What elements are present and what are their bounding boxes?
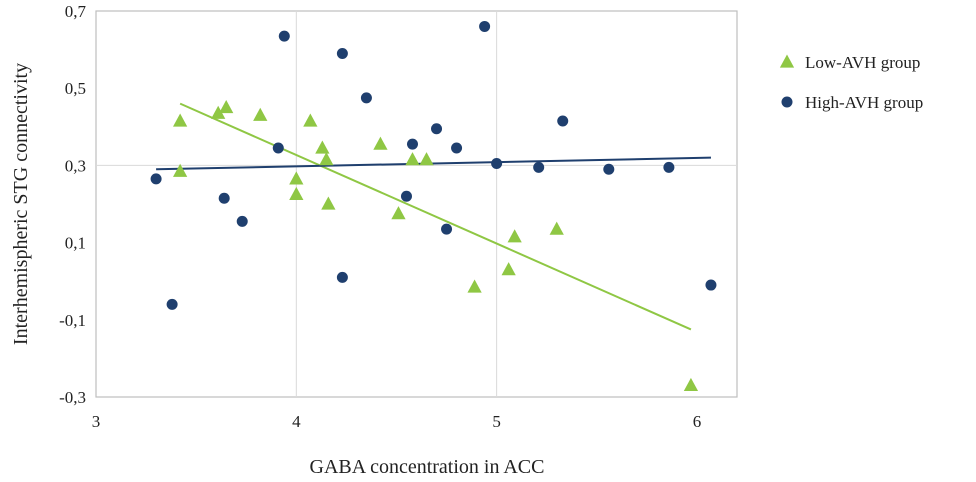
y-tick-label: 0,3 bbox=[65, 156, 86, 175]
data-points bbox=[150, 20, 717, 392]
data-point-high-avh bbox=[150, 173, 162, 185]
data-point-low-avh bbox=[507, 229, 522, 243]
y-tick-label: 0,1 bbox=[65, 234, 86, 253]
data-point-low-avh bbox=[419, 152, 434, 166]
data-point-high-avh bbox=[557, 115, 569, 127]
data-point-low-avh bbox=[253, 107, 268, 121]
data-point-high-avh bbox=[336, 271, 348, 283]
x-tick-label: 5 bbox=[492, 412, 501, 431]
legend-marker-high-avh bbox=[781, 96, 793, 108]
y-tick-label: 0,5 bbox=[65, 79, 86, 98]
data-point-low-avh bbox=[315, 140, 330, 154]
data-point-high-avh bbox=[336, 47, 348, 59]
data-point-high-avh bbox=[406, 138, 418, 150]
x-axis-title: GABA concentration in ACC bbox=[310, 456, 545, 478]
data-point-high-avh bbox=[236, 215, 248, 227]
legend-label: Low-AVH group bbox=[805, 53, 920, 72]
legend-marker-low-avh bbox=[779, 54, 795, 68]
data-point-low-avh bbox=[289, 186, 304, 200]
x-tick-label: 6 bbox=[693, 412, 702, 431]
data-point-low-avh bbox=[501, 262, 516, 276]
data-point-low-avh bbox=[373, 136, 388, 150]
data-point-high-avh bbox=[451, 142, 463, 154]
data-point-high-avh bbox=[603, 163, 615, 175]
data-point-low-avh bbox=[319, 152, 334, 166]
data-point-low-avh bbox=[219, 100, 234, 114]
data-point-high-avh bbox=[705, 279, 717, 291]
x-axis-ticks: 3 4 5 6 bbox=[92, 412, 701, 431]
data-point-low-avh bbox=[321, 196, 336, 210]
data-point-low-avh bbox=[391, 206, 406, 220]
data-point-low-avh bbox=[303, 113, 318, 127]
y-tick-label: 0,7 bbox=[65, 2, 87, 21]
data-point-high-avh bbox=[272, 142, 284, 154]
trendlines bbox=[156, 102, 711, 331]
y-tick-label: -0,3 bbox=[59, 388, 86, 407]
x-tick-label: 3 bbox=[92, 412, 101, 431]
data-point-low-avh bbox=[683, 377, 699, 392]
data-point-high-avh bbox=[533, 161, 545, 173]
data-point-low-avh bbox=[289, 171, 304, 185]
trendline-low-avh bbox=[179, 102, 692, 331]
data-point-high-avh bbox=[400, 190, 412, 202]
legend: Low-AVH group High-AVH group bbox=[779, 53, 923, 112]
plot-area bbox=[95, 10, 738, 398]
data-point-high-avh bbox=[166, 298, 178, 310]
data-point-low-avh bbox=[211, 105, 226, 119]
y-tick-label: -0,1 bbox=[59, 311, 86, 330]
data-point-low-avh bbox=[173, 113, 188, 127]
data-point-low-avh bbox=[405, 152, 420, 166]
data-point-high-avh bbox=[663, 161, 675, 173]
legend-label: High-AVH group bbox=[805, 93, 923, 112]
data-point-high-avh bbox=[491, 157, 503, 169]
y-axis-ticks: 0,7 0,5 0,3 0,1 -0,1 -0,3 bbox=[59, 2, 86, 407]
trendline-high-avh bbox=[156, 156, 711, 171]
data-point-high-avh bbox=[479, 20, 491, 32]
y-axis-title: Interhemispheric STG connectivity bbox=[10, 63, 32, 345]
data-point-high-avh bbox=[441, 223, 453, 235]
data-point-high-avh bbox=[218, 192, 230, 204]
x-tick-label: 4 bbox=[292, 412, 301, 431]
data-point-high-avh bbox=[360, 92, 372, 104]
data-point-low-avh bbox=[173, 163, 188, 177]
data-point-high-avh bbox=[278, 30, 290, 42]
data-point-high-avh bbox=[431, 123, 443, 135]
gridlines bbox=[96, 11, 737, 397]
data-point-low-avh bbox=[467, 279, 482, 293]
data-point-low-avh bbox=[549, 221, 564, 235]
